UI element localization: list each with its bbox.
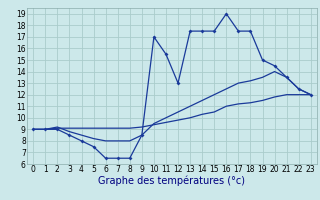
X-axis label: Graphe des températures (°c): Graphe des températures (°c) (99, 176, 245, 186)
